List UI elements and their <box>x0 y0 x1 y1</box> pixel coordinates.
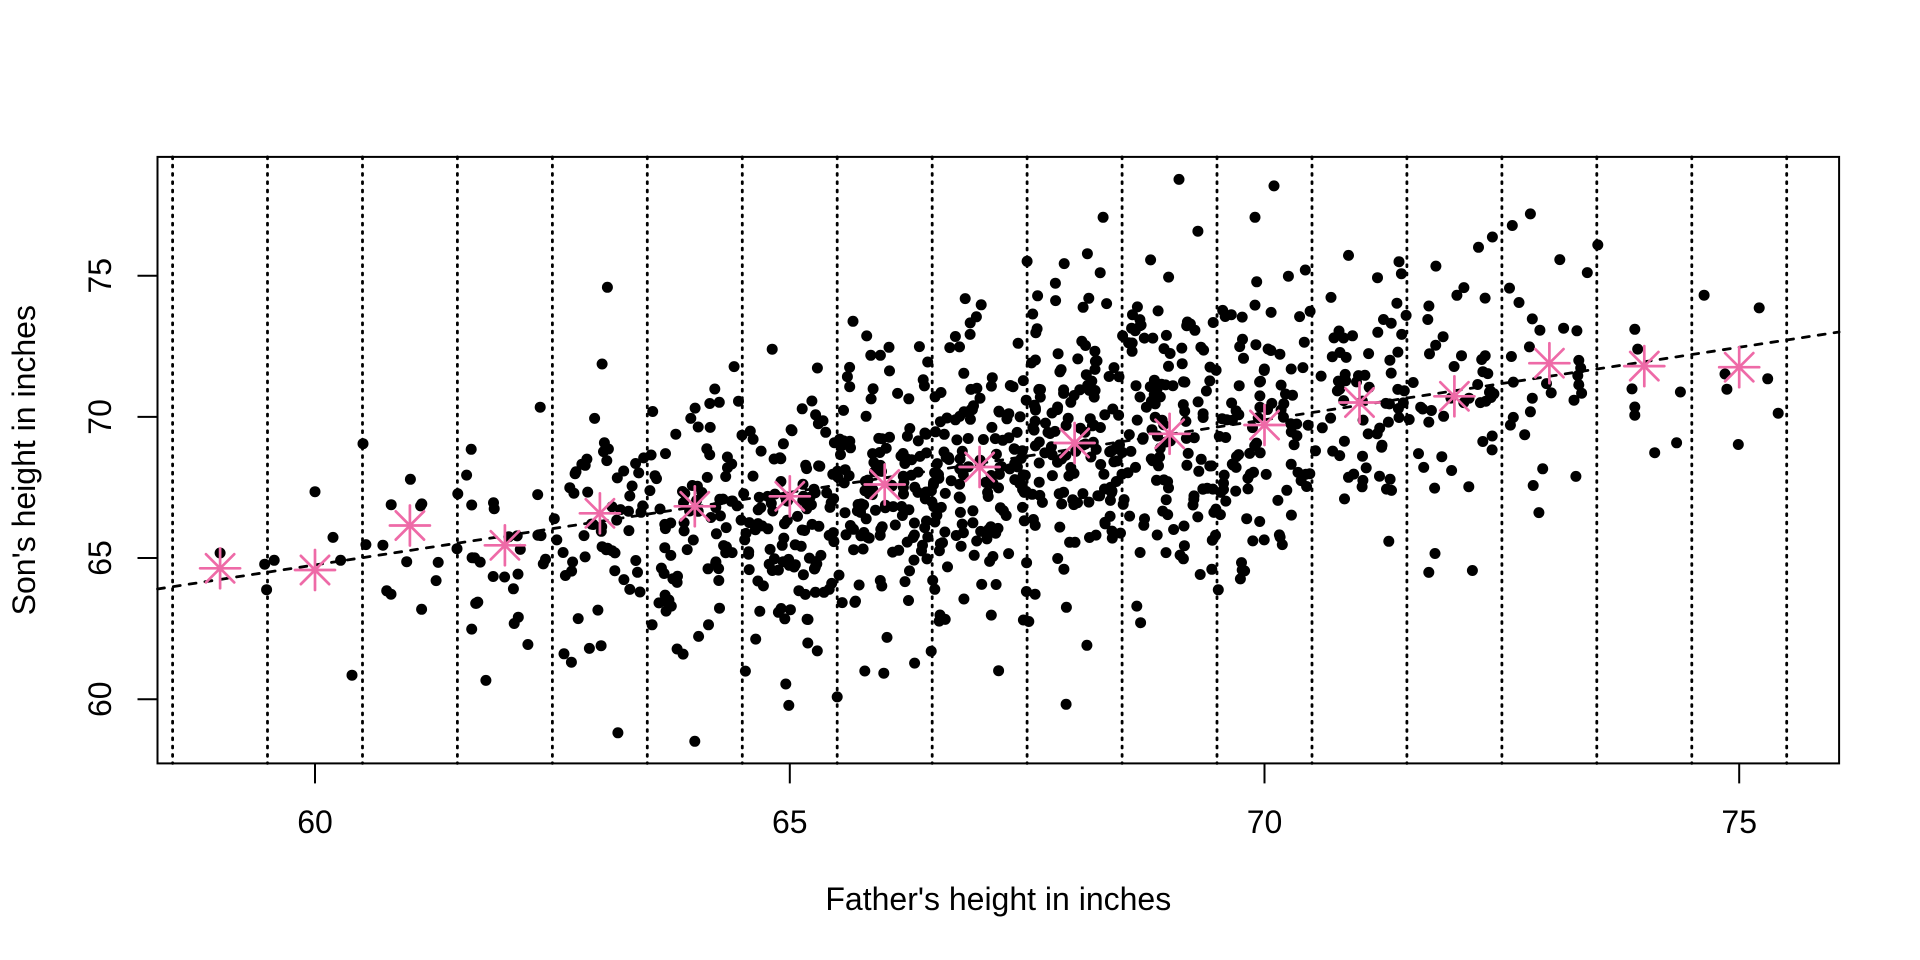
svg-text:Father's height in inches: Father's height in inches <box>825 881 1171 917</box>
svg-text:75: 75 <box>1721 804 1757 840</box>
svg-text:75: 75 <box>82 258 118 294</box>
svg-text:70: 70 <box>1247 804 1283 840</box>
svg-text:Son's height in inches: Son's height in inches <box>6 305 42 615</box>
svg-text:60: 60 <box>82 681 118 717</box>
svg-text:60: 60 <box>297 804 333 840</box>
svg-text:65: 65 <box>82 540 118 576</box>
svg-text:65: 65 <box>772 804 808 840</box>
svg-text:70: 70 <box>82 399 118 435</box>
